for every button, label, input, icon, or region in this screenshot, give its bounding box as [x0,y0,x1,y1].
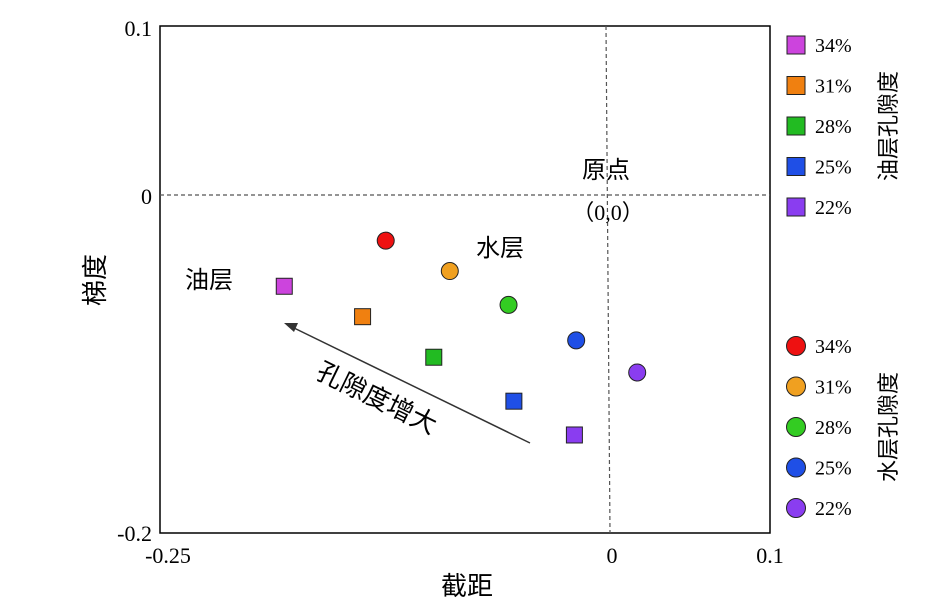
trend-arrow-label: 孔隙度增大 [312,357,442,441]
water-point-31pct [440,262,459,281]
oil-legend-swatch [786,76,806,95]
x-tick-label: -0.25 [145,543,191,568]
origin-coords: （0,0） [572,200,644,225]
water-legend-swatch [786,376,806,397]
water-layer-label: 水层 [476,234,524,262]
water-legend-swatch [786,417,806,437]
oil-point-31pct [354,308,372,326]
water-legend-label: 34% [815,336,852,358]
oil-legend-swatch [786,116,806,136]
legends: 34% 31% 28% 25% 22% 油层孔隙度 34% 31% 28% 25% 22% 水层孔隙度 [786,35,902,520]
oil-legend-label: 34% [815,35,852,57]
water-legend-label: 31% [815,377,852,399]
oil-legend-label: 28% [815,116,852,138]
oil-point-25pct [505,392,523,410]
oil-legend-label: 31% [815,76,852,98]
origin-label: 原点 [582,156,630,184]
water-legend-swatch [786,498,806,518]
plot-frame [159,25,771,534]
trend-arrow-line [291,326,531,444]
oil-layer-label: 油层 [185,266,233,294]
x-tick-label: 0 [607,543,618,568]
oil-legend-title: 油层孔隙度 [877,71,902,181]
water-legend-swatch [786,336,806,356]
oil-legend-swatch [786,35,806,55]
oil-legend-label: 22% [815,197,852,219]
data-markers [275,231,647,444]
water-point-28pct [499,295,518,314]
y-tick-label: 0.1 [125,16,153,41]
water-point-22pct [628,363,647,382]
trend-arrow-head [284,323,298,332]
oil-point-34pct [275,277,293,295]
x-tick-label: 0.1 [756,543,784,568]
oil-legend-swatch [786,157,806,176]
water-legend-label: 25% [815,458,852,480]
y-axis-label: 梯度 [81,254,111,306]
oil-legend-label: 25% [815,157,852,179]
water-point-25pct [567,331,586,350]
water-point-34pct [376,231,395,250]
zero-x-line [605,25,611,534]
water-legend-label: 22% [815,498,852,520]
water-legend-title: 水层孔隙度 [877,372,902,482]
water-legend-label: 28% [815,417,852,439]
y-tick-label: -0.2 [117,521,152,546]
oil-legend-swatch [786,197,806,217]
oil-point-28pct [425,348,443,366]
x-axis-label: 截距 [441,572,493,602]
y-tick-label: 0 [141,184,152,209]
water-legend-swatch [786,457,806,478]
oil-point-22pct [565,426,583,444]
